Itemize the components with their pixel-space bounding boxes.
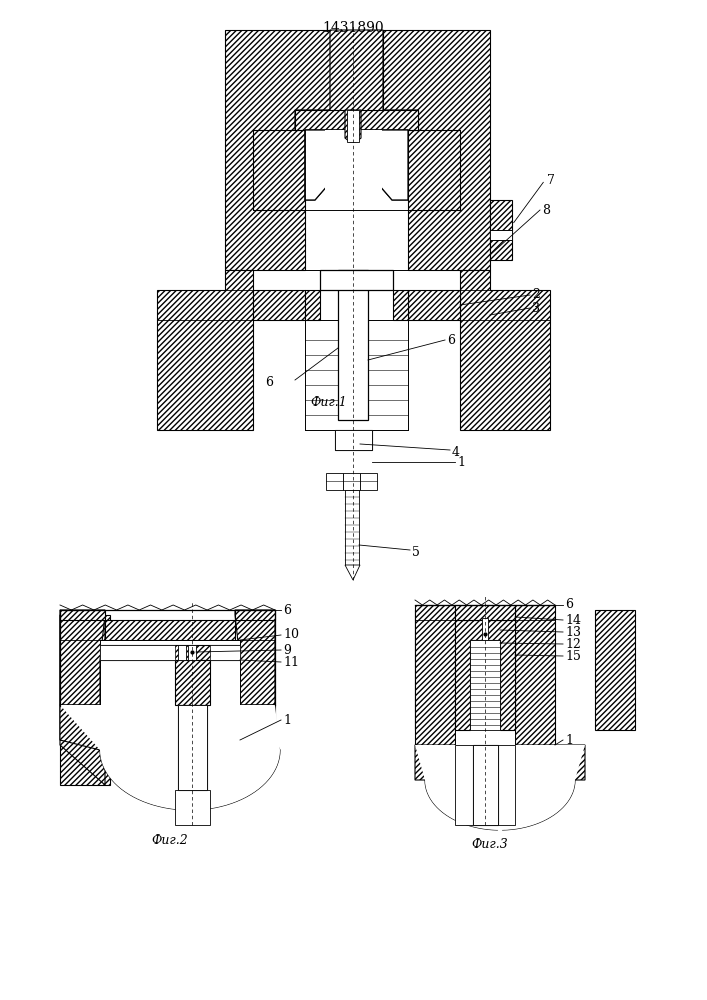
Polygon shape bbox=[178, 705, 207, 790]
Text: 5: 5 bbox=[412, 546, 420, 558]
Text: Фиг.1: Фиг.1 bbox=[310, 395, 346, 408]
Text: 6: 6 bbox=[447, 334, 455, 347]
Polygon shape bbox=[383, 30, 490, 270]
Polygon shape bbox=[320, 270, 393, 290]
Bar bbox=[210, 645, 240, 660]
Polygon shape bbox=[460, 270, 550, 430]
Polygon shape bbox=[338, 270, 368, 420]
Polygon shape bbox=[60, 610, 105, 705]
Polygon shape bbox=[353, 110, 418, 130]
Polygon shape bbox=[415, 745, 500, 830]
Text: 2: 2 bbox=[532, 288, 540, 302]
Polygon shape bbox=[60, 610, 275, 640]
Polygon shape bbox=[345, 565, 360, 580]
Text: 8: 8 bbox=[542, 204, 550, 217]
Text: 1: 1 bbox=[457, 456, 465, 468]
Polygon shape bbox=[240, 705, 275, 740]
Polygon shape bbox=[60, 705, 280, 810]
Polygon shape bbox=[415, 605, 455, 745]
Bar bbox=[326, 473, 343, 490]
Text: Фиг.3: Фиг.3 bbox=[472, 838, 508, 852]
Bar bbox=[482, 618, 488, 640]
Polygon shape bbox=[253, 130, 305, 210]
Text: Фиг.2: Фиг.2 bbox=[151, 834, 188, 846]
Text: 1431890: 1431890 bbox=[322, 21, 384, 35]
Polygon shape bbox=[60, 705, 190, 810]
Polygon shape bbox=[408, 130, 460, 210]
Polygon shape bbox=[60, 615, 105, 785]
Polygon shape bbox=[175, 660, 210, 705]
Polygon shape bbox=[100, 645, 240, 660]
Polygon shape bbox=[305, 320, 408, 430]
Polygon shape bbox=[305, 130, 408, 200]
Polygon shape bbox=[305, 290, 320, 320]
Polygon shape bbox=[393, 290, 408, 320]
Bar bbox=[175, 790, 210, 825]
Bar bbox=[455, 745, 515, 825]
Bar bbox=[455, 605, 515, 745]
Text: 6: 6 bbox=[265, 375, 273, 388]
Polygon shape bbox=[190, 705, 280, 810]
Text: 7: 7 bbox=[547, 174, 555, 186]
Text: 6: 6 bbox=[565, 598, 573, 611]
Bar bbox=[470, 640, 500, 730]
Bar bbox=[360, 473, 377, 490]
Polygon shape bbox=[60, 615, 110, 785]
Polygon shape bbox=[500, 745, 585, 830]
Text: 14: 14 bbox=[565, 613, 581, 626]
Text: 6: 6 bbox=[283, 603, 291, 616]
Polygon shape bbox=[473, 745, 498, 825]
Text: 13: 13 bbox=[565, 626, 581, 639]
Polygon shape bbox=[455, 605, 515, 620]
Polygon shape bbox=[455, 620, 515, 730]
Bar bbox=[178, 645, 186, 660]
Text: 9: 9 bbox=[283, 644, 291, 656]
Polygon shape bbox=[325, 130, 382, 190]
Polygon shape bbox=[225, 30, 330, 270]
Polygon shape bbox=[335, 430, 372, 450]
Polygon shape bbox=[253, 290, 305, 320]
Polygon shape bbox=[295, 30, 418, 130]
Bar bbox=[100, 640, 240, 705]
Bar bbox=[335, 430, 372, 450]
Bar bbox=[490, 230, 512, 240]
Polygon shape bbox=[253, 130, 460, 210]
Text: 12: 12 bbox=[565, 638, 581, 650]
Text: 1: 1 bbox=[283, 714, 291, 726]
Polygon shape bbox=[408, 290, 460, 320]
Text: 11: 11 bbox=[283, 656, 299, 668]
Bar bbox=[178, 705, 207, 790]
Text: 4: 4 bbox=[452, 446, 460, 458]
Text: 3: 3 bbox=[532, 302, 540, 314]
Polygon shape bbox=[595, 610, 635, 730]
Bar bbox=[188, 645, 196, 660]
Polygon shape bbox=[157, 270, 253, 430]
Bar bbox=[100, 645, 175, 660]
Polygon shape bbox=[415, 610, 455, 730]
Polygon shape bbox=[490, 200, 512, 260]
Polygon shape bbox=[305, 130, 408, 200]
Polygon shape bbox=[60, 705, 100, 740]
Polygon shape bbox=[515, 605, 555, 745]
Bar bbox=[347, 110, 359, 142]
Text: 10: 10 bbox=[283, 629, 299, 642]
Bar bbox=[345, 490, 359, 565]
Text: 1: 1 bbox=[565, 734, 573, 746]
Bar bbox=[473, 745, 498, 825]
Polygon shape bbox=[415, 745, 585, 830]
Text: 15: 15 bbox=[565, 650, 581, 662]
Polygon shape bbox=[235, 610, 275, 705]
Polygon shape bbox=[295, 110, 353, 130]
Polygon shape bbox=[345, 110, 361, 142]
Bar bbox=[343, 473, 360, 490]
